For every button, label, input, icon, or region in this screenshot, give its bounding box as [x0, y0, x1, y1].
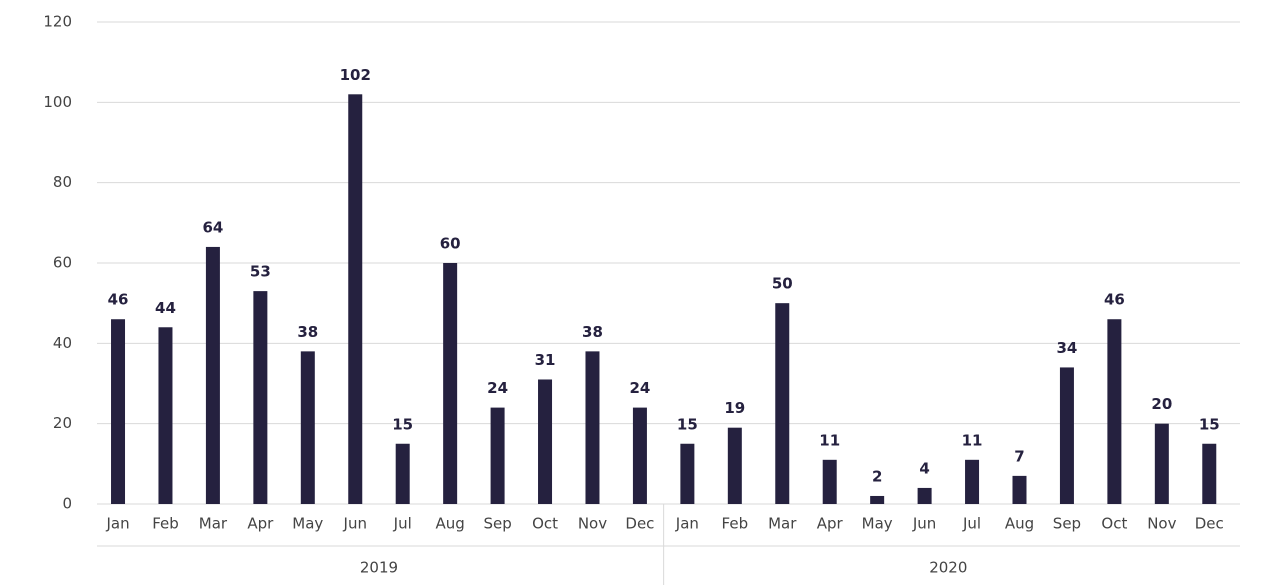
x-tick-label: Jun — [912, 515, 936, 533]
x-tick-label: Oct — [1101, 515, 1127, 533]
x-tick-label: Oct — [532, 515, 558, 533]
bar — [348, 94, 363, 505]
value-label: 46 — [1104, 291, 1125, 309]
value-label: 31 — [535, 351, 556, 369]
value-label: 2 — [872, 467, 882, 485]
value-label: 102 — [340, 66, 371, 84]
value-label: 11 — [962, 431, 983, 449]
bar — [680, 443, 695, 504]
value-label: 44 — [155, 299, 176, 317]
x-tick-label: Jun — [343, 515, 367, 533]
value-label: 24 — [629, 379, 650, 397]
x-tick-label: Jul — [393, 515, 412, 533]
bar — [1059, 367, 1074, 504]
x-tick-label: Jan — [675, 515, 699, 533]
value-label: 24 — [487, 379, 508, 397]
x-tick-label: Aug — [435, 515, 464, 533]
value-label: 46 — [108, 291, 129, 309]
y-tick-label: 100 — [43, 93, 72, 111]
x-tick-label: Sep — [483, 515, 511, 533]
bar — [538, 379, 553, 504]
value-label: 38 — [582, 323, 603, 341]
y-tick-label: 0 — [62, 495, 72, 513]
x-tick-label: Nov — [1147, 515, 1176, 533]
x-tick-label: Dec — [625, 515, 654, 533]
bar — [490, 407, 505, 504]
y-tick-label: 120 — [43, 13, 72, 31]
group-label: 2020 — [929, 559, 967, 577]
bar — [727, 427, 742, 504]
x-tick-label: Mar — [768, 515, 797, 533]
value-label: 7 — [1014, 447, 1024, 465]
bar — [965, 459, 980, 504]
value-label: 15 — [677, 415, 698, 433]
bar — [443, 263, 458, 504]
x-tick-label: May — [862, 515, 893, 533]
x-tick-label: Jan — [105, 515, 129, 533]
bar — [111, 319, 126, 504]
bar — [632, 407, 647, 504]
value-label: 15 — [1199, 415, 1220, 433]
bar — [300, 351, 315, 504]
value-label: 38 — [297, 323, 318, 341]
y-tick-label: 20 — [53, 414, 72, 432]
x-tick-label: May — [292, 515, 323, 533]
x-tick-label: Feb — [152, 515, 179, 533]
bar — [917, 487, 932, 504]
value-label: 53 — [250, 263, 271, 281]
value-label: 20 — [1151, 395, 1172, 413]
x-tick-label: Feb — [722, 515, 749, 533]
bar — [158, 327, 173, 504]
bar — [1154, 423, 1169, 504]
y-tick-label: 60 — [53, 254, 72, 272]
value-label: 4 — [919, 459, 929, 477]
x-tick-label: Apr — [817, 515, 844, 533]
x-tick-label: Aug — [1005, 515, 1034, 533]
value-label: 15 — [392, 415, 413, 433]
bar — [775, 303, 790, 504]
value-label: 11 — [819, 431, 840, 449]
bar — [585, 351, 600, 504]
value-label: 60 — [440, 235, 461, 253]
x-tick-label: Mar — [199, 515, 228, 533]
bar — [1012, 475, 1027, 504]
bar — [1202, 443, 1217, 504]
value-label: 19 — [724, 399, 745, 417]
group-label: 2019 — [360, 559, 398, 577]
bar — [205, 246, 220, 504]
x-tick-label: Nov — [578, 515, 607, 533]
bar — [253, 291, 268, 504]
y-tick-label: 80 — [53, 173, 72, 191]
bar — [870, 495, 885, 504]
bar — [822, 459, 837, 504]
value-label: 64 — [202, 218, 223, 236]
value-label: 50 — [772, 275, 793, 293]
x-tick-label: Jul — [962, 515, 981, 533]
bar — [1107, 319, 1122, 504]
x-tick-label: Dec — [1195, 515, 1224, 533]
x-tick-label: Sep — [1053, 515, 1081, 533]
y-tick-label: 40 — [53, 334, 72, 352]
x-tick-label: Apr — [247, 515, 274, 533]
bar — [395, 443, 410, 504]
value-label: 34 — [1057, 339, 1078, 357]
